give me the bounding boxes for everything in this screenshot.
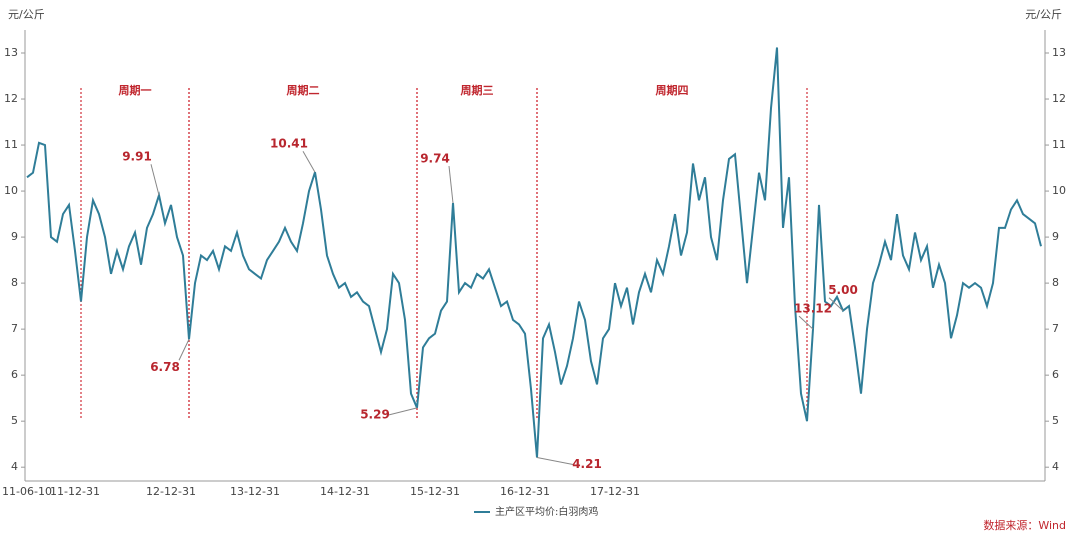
x-tick-label: 15-12-31 (410, 485, 460, 498)
y2-axis-label: 元/公斤 (1025, 8, 1062, 21)
y-tick-label: 9 (11, 230, 18, 243)
y-tick-label: 6 (11, 368, 18, 381)
y-axis-label: 元/公斤 (8, 8, 45, 21)
source: 数据来源：Wind (983, 518, 1066, 532)
y-tick-label: 5 (11, 414, 18, 427)
value-label: 6.78 (150, 360, 180, 374)
value-label: 5.00 (828, 283, 858, 297)
y-tick-label: 12 (4, 92, 18, 105)
x-tick-label: 17-12-31 (590, 485, 640, 498)
y-tick-label: 13 (4, 46, 18, 59)
value-label: 4.21 (572, 457, 602, 471)
annotation-arrow (150, 164, 160, 196)
y2-tick-label: 12 (1052, 92, 1066, 105)
y-tick-label: 7 (11, 322, 18, 335)
line (26, 47, 1042, 458)
annotation-arrow (302, 150, 316, 173)
value-label: 9.91 (122, 150, 152, 164)
annotation-arrow (448, 165, 454, 204)
x-tick-label: 11-12-31 (50, 485, 100, 498)
x-tick-label: 12-12-31 (146, 485, 196, 498)
y-tick-label: 11 (4, 138, 18, 151)
y2-tick-label: 5 (1052, 414, 1059, 427)
y-tick-label: 4 (11, 460, 18, 473)
period-label: 周期三 (461, 83, 494, 97)
period-label: 周期二 (287, 83, 320, 97)
y2-tick-label: 9 (1052, 230, 1059, 243)
x-tick-label: 14-12-31 (320, 485, 370, 498)
x-tick-label: 16-12-31 (500, 485, 550, 498)
annotation-arrow (178, 339, 190, 361)
y2-tick-label: 11 (1052, 138, 1066, 151)
y-tick-label: 8 (11, 276, 18, 289)
value-label: 9.74 (420, 152, 450, 166)
period-label: 周期一 (119, 83, 152, 97)
annotation-arrow (388, 407, 418, 416)
y2-tick-label: 8 (1052, 276, 1059, 289)
value-label: 5.29 (360, 407, 390, 421)
annotation-arrow (828, 297, 844, 312)
y2-tick-label: 4 (1052, 460, 1059, 473)
y2-tick-label: 13 (1052, 46, 1066, 59)
y2-tick-label: 7 (1052, 322, 1059, 335)
y-tick-label: 10 (4, 184, 18, 197)
period-label: 周期四 (656, 83, 689, 97)
value-label: 13.12 (794, 302, 832, 316)
annotation-arrow (536, 457, 574, 466)
y2-tick-label: 6 (1052, 368, 1059, 381)
legend-label: 主产区平均价:白羽肉鸡 (495, 505, 598, 518)
y2-tick-label: 10 (1052, 184, 1066, 197)
annotation-arrow (798, 315, 814, 330)
x-tick-label: 13-12-31 (230, 485, 280, 498)
value-label: 10.41 (270, 137, 308, 151)
x-tick-label: 11-06-10 (2, 485, 52, 498)
